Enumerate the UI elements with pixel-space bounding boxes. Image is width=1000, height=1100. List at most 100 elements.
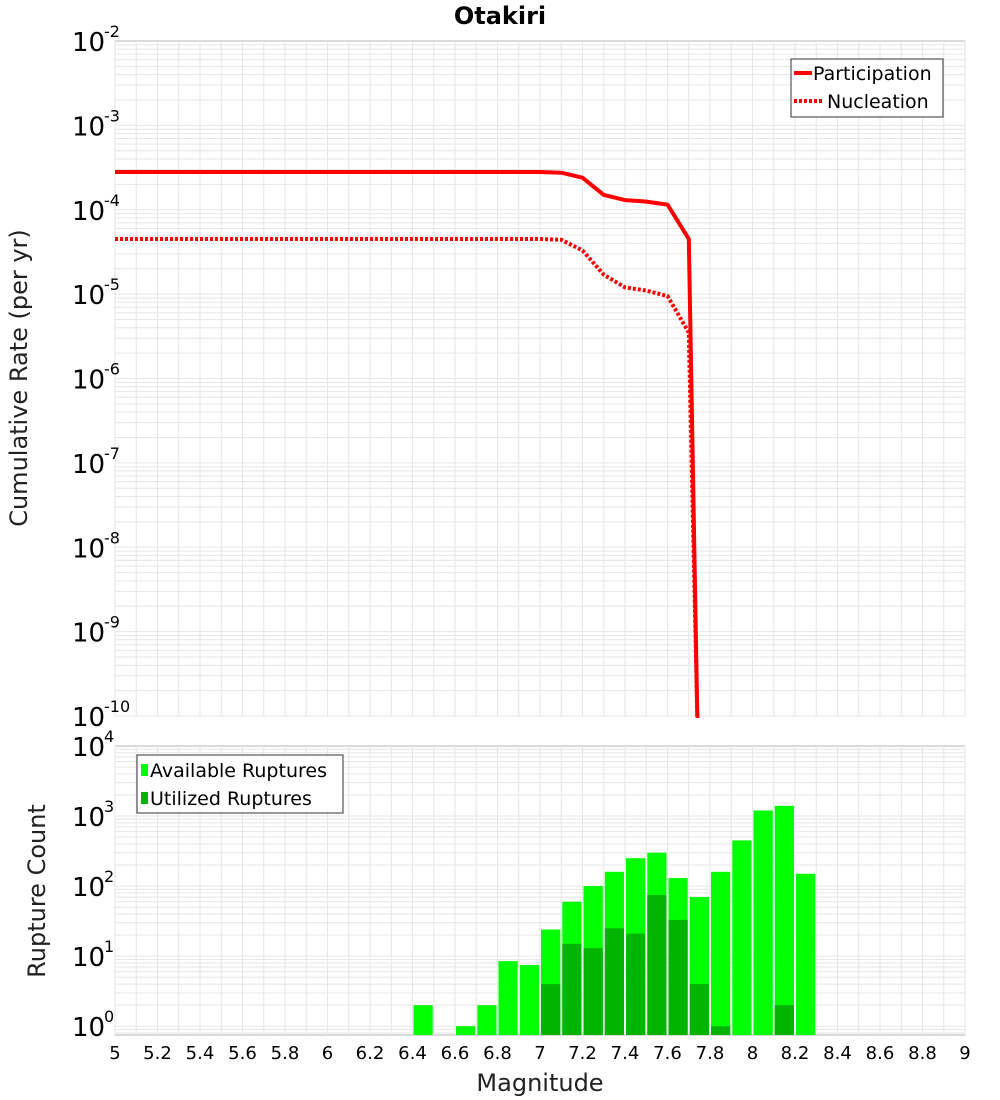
x-tick-label: 5.8 [271, 1043, 300, 1064]
rate-y-tick-base: 10 [72, 366, 105, 396]
rate-legend: Participation Nucleation [790, 58, 944, 118]
available-rupture-bar [456, 1026, 476, 1035]
rate-y-tick: 10-9 [72, 613, 120, 649]
x-tick-labels: 5 5.2 5.4 5.6 5.8 6 6.2 6.4 6.6 6.8 7 7.2 7.4 7.6 7.8 8… [109, 1043, 970, 1064]
legend-available-swatch [141, 764, 148, 776]
rate-y-tick: 10-10 [72, 697, 130, 733]
available-rupture-bar [753, 810, 773, 1035]
rate-y-tick-exponent: -8 [104, 528, 120, 547]
rate-y-tick-exponent: -7 [104, 444, 120, 463]
x-tick-label: 7.4 [611, 1043, 640, 1064]
x-tick-label: 8.2 [781, 1043, 810, 1064]
rate-y-tick: 10-6 [72, 360, 120, 396]
count-y-tick-base: 10 [72, 803, 105, 833]
count-y-tick-exponent: 4 [104, 727, 114, 746]
x-tick-label: 7.8 [696, 1043, 725, 1064]
utilized-rupture-bar [647, 894, 667, 1035]
count-legend-box [136, 754, 344, 814]
x-tick-label: 7 [534, 1043, 545, 1064]
rate-y-tick-base: 10 [72, 112, 105, 142]
rate-y-tick-exponent: -3 [104, 106, 120, 125]
rate-legend-box [790, 58, 944, 118]
rate-y-tick-base: 10 [72, 450, 105, 480]
legend-participation-label: Participation [813, 63, 932, 85]
available-rupture-bar [732, 840, 752, 1035]
utilized-rupture-bar [562, 943, 582, 1035]
x-axis-label: Magnitude [476, 1069, 603, 1097]
utilized-rupture-bar [689, 984, 710, 1035]
available-rupture-bar [498, 961, 518, 1035]
rate-y-tick-base: 10 [72, 534, 105, 564]
available-rupture-bar [413, 1005, 433, 1035]
rate-y-tick: 10-3 [72, 106, 120, 142]
x-tick-label: 8.8 [908, 1043, 937, 1064]
rate-y-tick-base: 10 [72, 703, 105, 733]
count-y-axis-label: Rupture Count [23, 804, 51, 978]
legend-nucleation-label: Nucleation [827, 91, 929, 113]
legend-available-label: Available Ruptures [150, 760, 327, 782]
count-y-tick: 103 [72, 797, 114, 833]
utilized-rupture-bar [774, 1005, 794, 1035]
x-tick-label: 5.6 [228, 1043, 257, 1064]
count-legend: Available Ruptures Utilized Ruptures [136, 754, 344, 814]
available-rupture-bar [774, 805, 794, 1035]
series-line-participation [115, 170, 700, 718]
count-y-tick-base: 10 [72, 733, 105, 763]
rate-y-tick-base: 10 [72, 281, 105, 311]
count-y-tick: 102 [72, 867, 114, 903]
rate-y-tick: 10-8 [72, 528, 120, 564]
rate-y-tick-base: 10 [72, 28, 105, 58]
rate-y-tick-base: 10 [72, 197, 105, 227]
count-y-tick: 101 [72, 937, 114, 973]
x-tick-label: 7.6 [653, 1043, 682, 1064]
rate-panel: 10-210-310-410-510-610-710-810-910-10 Cu… [5, 22, 966, 733]
x-tick-label: 5.4 [186, 1043, 215, 1064]
available-rupture-bar [711, 871, 731, 1035]
chart-title: Otakiri [454, 2, 546, 30]
x-tick-label: 8.6 [866, 1043, 895, 1064]
rate-series [115, 170, 700, 718]
rate-y-tick-exponent: -2 [104, 22, 120, 41]
rate-gridlines [114, 41, 966, 717]
count-y-tick-base: 10 [72, 943, 105, 973]
utilized-rupture-bar [626, 933, 646, 1035]
available-rupture-bar [519, 964, 540, 1035]
x-tick-label: 5 [109, 1043, 120, 1064]
utilized-rupture-bar [668, 919, 688, 1035]
count-y-tick-exponent: 1 [104, 937, 114, 956]
series-line-nucleation [115, 237, 700, 718]
x-tick-label: 9 [959, 1043, 970, 1064]
rate-y-tick-base: 10 [72, 619, 105, 649]
rate-y-tick-exponent: -6 [104, 360, 120, 379]
utilized-rupture-bar [583, 948, 603, 1035]
x-tick-label: 7.2 [568, 1043, 597, 1064]
utilized-rupture-bar [711, 1026, 731, 1035]
rate-y-tick-exponent: -4 [104, 191, 120, 210]
count-y-tick-base: 10 [72, 1013, 105, 1043]
rate-y-tick-exponent: -9 [104, 613, 120, 632]
x-tick-label: 6.8 [483, 1043, 512, 1064]
rate-y-tick-exponent: -10 [104, 697, 130, 716]
x-tick-label: 8.4 [823, 1043, 852, 1064]
count-y-tick: 104 [72, 727, 114, 763]
available-rupture-bar [477, 1005, 497, 1035]
x-tick-label: 5.2 [143, 1043, 172, 1064]
count-y-tick-exponent: 2 [104, 867, 114, 886]
rate-y-tick: 10-7 [72, 444, 120, 480]
rate-y-axis-label: Cumulative Rate (per yr) [5, 229, 33, 527]
rate-y-tick: 10-4 [72, 191, 120, 227]
rate-y-tick-labels: 10-210-310-410-510-610-710-810-910-10 [72, 22, 130, 733]
available-rupture-bar [796, 873, 816, 1035]
x-tick-label: 6.2 [356, 1043, 385, 1064]
count-y-tick-exponent: 0 [104, 1007, 114, 1026]
utilized-rupture-bar [604, 928, 624, 1035]
count-y-tick-base: 10 [72, 873, 105, 903]
rate-y-tick-exponent: -5 [104, 275, 120, 294]
count-y-tick-exponent: 3 [104, 797, 114, 816]
rate-y-tick: 10-2 [72, 22, 120, 58]
rate-y-tick: 10-5 [72, 275, 120, 311]
x-tick-label: 6.6 [441, 1043, 470, 1064]
